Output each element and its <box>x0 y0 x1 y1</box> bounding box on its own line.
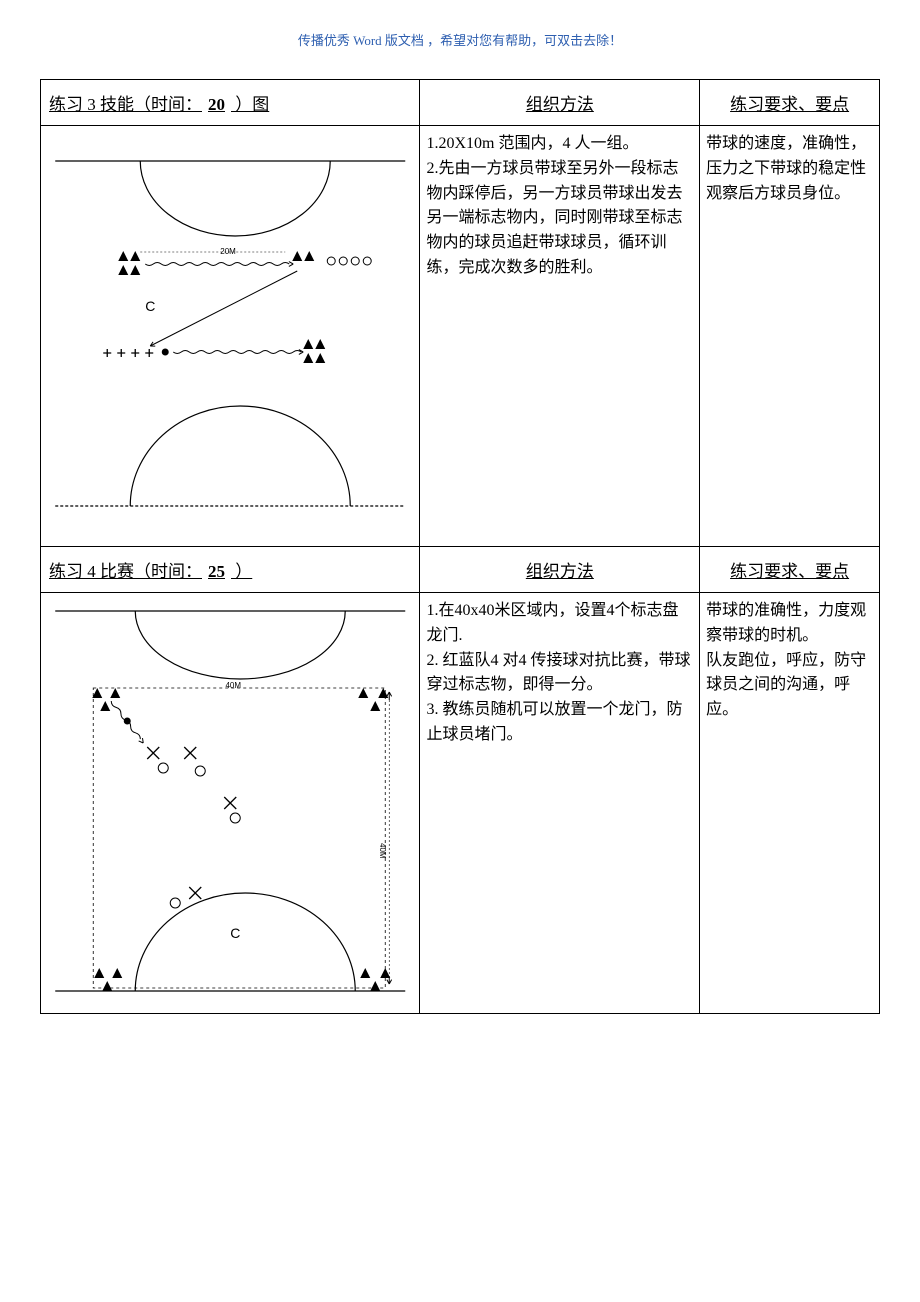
row-2-method-header: 组织方法 <box>420 547 700 593</box>
row-1-points-text: 带球的速度，准确性，压力之下带球的稳定性 观察后方球员身位。 <box>700 126 880 547</box>
row-2-header: 练习 4 比赛（时间：25 ） 组织方法 练习要求、要点 <box>41 547 880 593</box>
row-1-method-text: 1.20X10m 范围内，4 人一组。2.先由一方球员带球至另外一段标志物内踩停… <box>420 126 700 547</box>
drill-diagram-1: 20M C <box>41 126 419 546</box>
row-2-title-cell: 练习 4 比赛（时间：25 ） <box>41 547 420 593</box>
row-1-header: 练习 3 技能（时间：20 ）图 组织方法 练习要求、要点 <box>41 80 880 126</box>
training-plan-table: 练习 3 技能（时间：20 ）图 组织方法 练习要求、要点 20M C 1.20X… <box>40 79 880 1014</box>
row-2-points-header: 练习要求、要点 <box>700 547 880 593</box>
drill-diagram-2: 40M 40M C <box>41 593 419 1013</box>
svg-text:C: C <box>230 925 240 941</box>
row-1-title-prefix: 练习 3 技能（时间： <box>49 95 202 114</box>
row-2-title-suffix: ） <box>231 562 252 581</box>
row-1-diagram-cell: 20M C <box>41 126 420 547</box>
row-1-points-header: 练习要求、要点 <box>700 80 880 126</box>
top-notice: 传播优秀 Word 版文档 ，希望对您有帮助，可双击去除！ <box>40 30 880 49</box>
row-2-body: 40M 40M C 1.在40x40米区域内，设置4个标志盘龙门.2. 红蓝队4 对… <box>41 593 880 1014</box>
row-2-title-number: 25 <box>202 562 231 581</box>
svg-text:C: C <box>145 298 155 314</box>
row-1-title-cell: 练习 3 技能（时间：20 ）图 <box>41 80 420 126</box>
row-2-method-text: 1.在40x40米区域内，设置4个标志盘龙门.2. 红蓝队4 对4 传接球对抗比… <box>420 593 700 1014</box>
row-1-body: 20M C 1.20X10m 范围内，4 人一组。2.先由一方球员带球至另外一段标… <box>41 126 880 547</box>
row-2-diagram-cell: 40M 40M C <box>41 593 420 1014</box>
row-1-method-header: 组织方法 <box>420 80 700 126</box>
row-1-title-number: 20 <box>202 95 231 114</box>
row-1-title-suffix: ）图 <box>231 95 269 114</box>
top-notice-text: 传播优秀 Word 版文档 ，希望对您有帮助，可双击去除！ <box>298 33 622 48</box>
svg-text:20M: 20M <box>220 247 236 256</box>
row-2-points-text: 带球的准确性，力度观察带球的时机。队友跑位，呼应，防守球员之间的沟通，呼应。 <box>700 593 880 1014</box>
row-2-title-prefix: 练习 4 比赛（时间： <box>49 562 202 581</box>
svg-text:40M: 40M <box>378 843 387 859</box>
svg-text:40M: 40M <box>225 681 241 690</box>
table-body: 练习 3 技能（时间：20 ）图 组织方法 练习要求、要点 20M C 1.20X… <box>41 80 880 1014</box>
